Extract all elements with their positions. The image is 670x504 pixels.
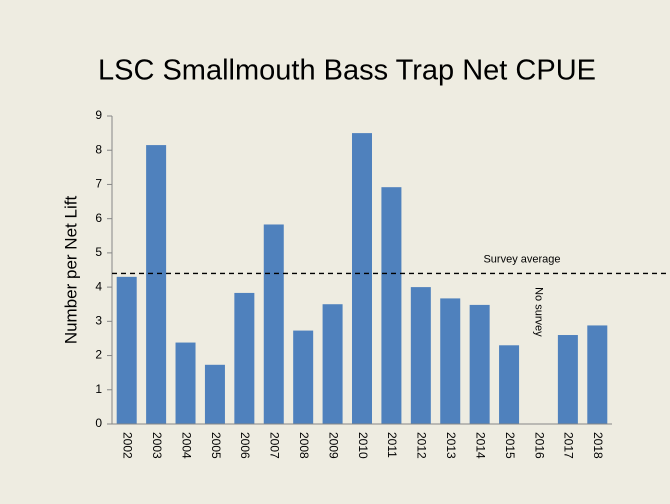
bar bbox=[469, 304, 490, 424]
bar bbox=[293, 330, 314, 424]
x-tick-label: 2016 bbox=[532, 432, 546, 459]
bar bbox=[204, 364, 225, 424]
annotation: No survey bbox=[533, 287, 545, 337]
bar bbox=[410, 287, 431, 424]
bar bbox=[440, 298, 461, 424]
x-tick-label: 2018 bbox=[591, 432, 605, 459]
x-tick-label: 2009 bbox=[326, 432, 340, 459]
x-tick-label: 2007 bbox=[268, 432, 282, 459]
y-tick-label: 0 bbox=[95, 416, 102, 430]
reference-label: Survey average bbox=[483, 253, 560, 265]
y-tick-label: 7 bbox=[95, 177, 102, 191]
y-tick-label: 9 bbox=[95, 108, 102, 122]
bar bbox=[322, 304, 343, 424]
x-tick-label: 2017 bbox=[562, 432, 576, 459]
bar bbox=[381, 187, 402, 424]
x-tick-label: 2012 bbox=[415, 432, 429, 459]
bar bbox=[557, 335, 578, 424]
bar bbox=[352, 133, 372, 424]
x-tick-label: 2002 bbox=[121, 432, 135, 459]
x-tick-label: 2006 bbox=[238, 432, 252, 459]
y-tick-label: 2 bbox=[95, 348, 102, 362]
y-axis-label: Number per Net Lift bbox=[61, 196, 80, 345]
x-tick-label: 2004 bbox=[179, 432, 193, 459]
x-tick-label: 2013 bbox=[444, 432, 458, 459]
bar bbox=[234, 292, 255, 424]
bar bbox=[499, 345, 520, 424]
bar bbox=[587, 325, 608, 424]
x-tick-label: 2011 bbox=[385, 432, 399, 458]
y-tick-label: 3 bbox=[95, 314, 102, 328]
x-tick-label: 2008 bbox=[297, 432, 311, 459]
y-tick-label: 1 bbox=[95, 382, 102, 396]
bar bbox=[146, 145, 167, 425]
x-tick-label: 2003 bbox=[150, 432, 164, 459]
bar bbox=[175, 342, 196, 424]
y-tick-label: 8 bbox=[95, 142, 102, 156]
x-tick-label: 2015 bbox=[503, 432, 517, 459]
y-tick-label: 4 bbox=[95, 279, 102, 293]
chart-title: LSC Smallmouth Bass Trap Net CPUE bbox=[98, 55, 596, 87]
y-tick-label: 6 bbox=[95, 211, 102, 225]
x-tick-label: 2005 bbox=[209, 432, 223, 459]
bar bbox=[116, 276, 137, 424]
y-tick-label: 5 bbox=[95, 245, 102, 259]
x-tick-label: 2010 bbox=[356, 432, 370, 459]
x-tick-label: 2014 bbox=[473, 432, 487, 459]
bar bbox=[263, 224, 284, 424]
